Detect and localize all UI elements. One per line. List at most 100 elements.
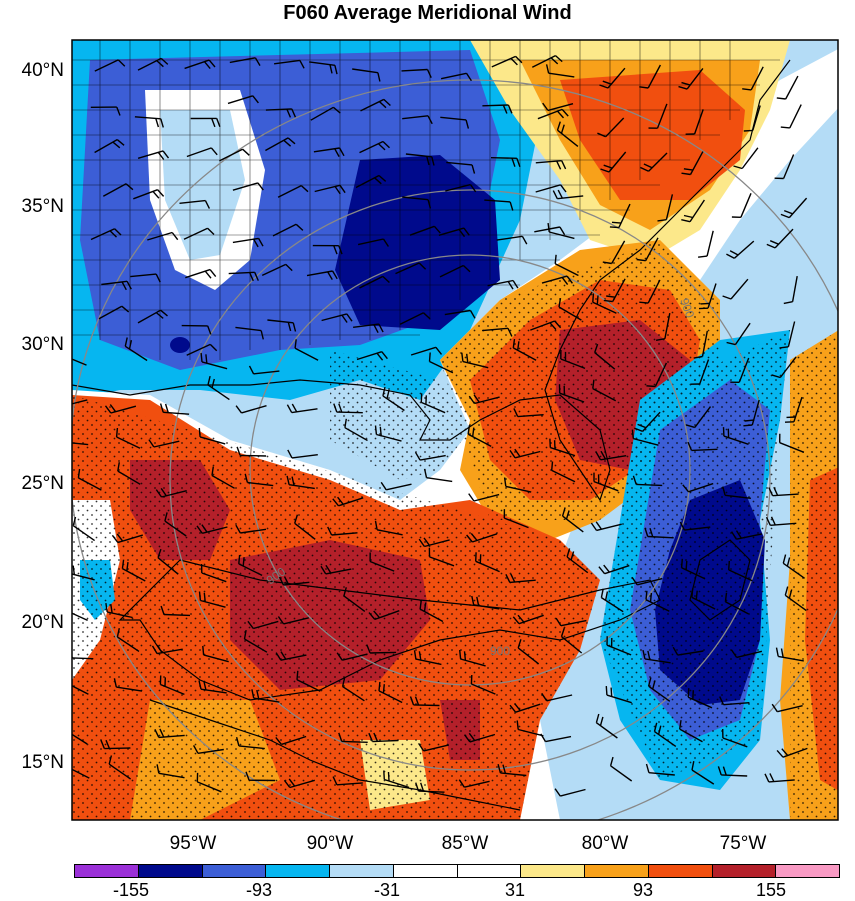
colorbar-swatch [458,865,522,877]
wind-barb-flag [682,559,683,568]
lon-label-85w: 85°W [420,833,510,855]
colorbar-swatch [776,865,839,877]
wind-barb-flag [65,721,67,730]
wind-barb [337,412,363,413]
colorbar-label: -93 [224,880,294,901]
wind-barb-flag [745,420,754,421]
wind-barb-flag [203,646,204,655]
wind-barb [67,658,93,659]
contour-label: 900 [490,644,510,658]
wind-barb-flag [383,684,384,693]
colorbar-swatch [585,865,649,877]
wind-barb-flag [204,593,205,602]
colorbar-label: 31 [480,880,550,901]
wind-map-panel: 900 900 900 [0,0,855,830]
wind-barb-flag [430,353,431,362]
wind-barb-flag [206,354,207,363]
wind-barb-flag [701,303,710,304]
wind-barb-flag [517,721,518,730]
colorbar-swatch [521,865,585,877]
wind-barb-flag [384,771,385,780]
wind-barb [482,105,508,106]
lat-label-20n: 20°N [0,612,64,634]
wind-barb-flag [781,127,790,128]
colorbar-swatch [139,865,203,877]
wind-barb-flag [632,430,633,439]
colorbar-swatch [330,865,394,877]
wind-barb-flag [62,398,67,405]
wind-barb-flag [460,650,461,659]
wind-barb-flag [65,673,66,682]
wind-barb-flag [376,426,377,435]
wind-barb-flag [66,757,67,766]
wind-barb-flag [610,227,619,228]
wind-barb-flag [379,682,380,691]
colorbar-swatch [203,865,267,877]
wind-barb-flag [651,593,652,602]
wind-barb-flag [552,462,553,471]
wind-barb-flag [68,564,69,573]
wind-barb-flag [201,353,202,362]
colorbar-label: -155 [96,880,166,901]
wind-barb-flag [200,592,201,601]
wind-barb-flag [465,651,466,660]
colorbar-label: 155 [736,880,806,901]
wind-barb-flag [70,676,71,685]
colorbar-label: -31 [352,880,422,901]
wind-barb-flag [555,255,556,264]
wind-barb-flag [646,591,647,600]
wind-barb-flag [297,671,298,680]
lon-label-90w: 90°W [285,833,375,855]
colorbar-swatch [649,865,713,877]
wind-barb-flag [593,293,594,302]
lat-label-25n: 25°N [0,473,64,495]
lon-label-80w: 80°W [560,833,650,855]
wind-barb-flag [688,688,689,697]
wind-barb-flag [64,649,67,658]
lon-label-95w: 95°W [148,833,238,855]
wind-barb-flag [57,399,62,406]
colorbar-swatch [394,865,458,877]
colorbar [74,864,840,878]
colorbar-label: 93 [608,880,678,901]
wind-barb-flag [639,302,648,303]
wind-barb-flag [612,222,621,223]
wind-barb-flag [743,425,752,426]
wind-barb [240,455,266,456]
wind-barb-flag [646,386,655,387]
wind-barb-flag [64,601,65,610]
colorbar-swatch [713,865,777,877]
wind-barb-flag [611,688,612,697]
wind-barb-flag [597,295,598,304]
wind-barb-flag [117,428,118,437]
wind-barb [372,741,398,742]
wind-barb-flag [729,561,730,570]
wind-barb [636,484,662,485]
wind-barb [164,615,190,616]
wind-barb-flag [60,433,62,442]
lat-label-15n: 15°N [0,752,64,774]
colorbar-swatch [266,865,330,877]
wind-barb-flag [686,561,687,570]
wind-barb [370,652,396,653]
lat-label-35n: 35°N [0,196,64,218]
lon-label-75w: 75°W [698,833,788,855]
wind-barb-flag [696,591,697,600]
wind-barb [491,158,517,159]
wind-barb [104,748,130,749]
lat-label-30n: 30°N [0,334,64,356]
wind-barb-flag [389,772,390,781]
wind-barb [414,705,440,706]
colorbar-swatch [75,865,139,877]
wind-barb-flag [239,555,240,564]
wind-barb-flag [606,686,607,695]
wind-barb-flag [65,434,67,443]
wind-barb-flag [744,130,753,131]
neg-small-core [170,337,190,353]
wind-barb-flag [199,428,200,437]
wind-barb-flag [692,588,693,597]
wind-barb-flag [693,690,694,699]
lat-label-40n: 40°N [0,60,64,82]
wind-barb [342,741,368,742]
wind-barb-flag [380,427,381,436]
